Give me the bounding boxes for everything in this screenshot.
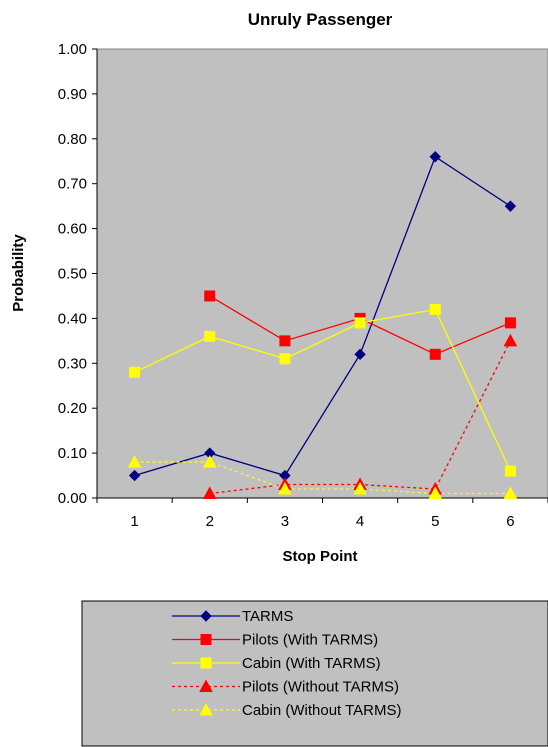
y-axis-title: Probability	[10, 234, 27, 312]
x-tick-label: 5	[431, 513, 439, 530]
y-tick-label: 1.00	[58, 41, 87, 58]
series-line-5	[134, 461, 511, 495]
data-point-series-3	[204, 330, 216, 342]
chart-title: Unruly Passenger	[248, 10, 393, 29]
data-point-series-5	[503, 486, 518, 500]
x-tick-label: 1	[130, 513, 138, 530]
legend-label-3: Cabin (With TARMS)	[242, 655, 381, 672]
data-point-series-5	[127, 455, 142, 468]
x-tick-label: 3	[281, 513, 289, 530]
x-tick-label: 2	[206, 513, 214, 530]
series-markers	[127, 151, 518, 500]
y-tick-label: 0.30	[58, 355, 87, 372]
x-tick-label: 4	[356, 513, 364, 530]
plot-area	[96, 48, 548, 499]
x-tick-label: 6	[506, 513, 514, 530]
x-axis-title: Stop Point	[283, 548, 358, 565]
data-point-series-1	[354, 348, 366, 361]
data-point-series-5	[278, 481, 292, 495]
legend-label-5: Cabin (Without TARMS)	[242, 702, 402, 719]
data-point-series-4	[202, 486, 217, 500]
data-point-series-3	[429, 303, 441, 315]
data-point-series-3	[279, 353, 291, 365]
data-point-series-2	[429, 348, 441, 360]
series-line-3	[134, 308, 512, 472]
y-tick-label: 0.70	[58, 176, 87, 193]
data-point-series-1	[504, 200, 517, 212]
data-point-series-5	[428, 486, 443, 500]
legend: TARMS Pilots (With TARMS) Cabin (With TARM…	[172, 608, 402, 719]
y-tick-label: 0.50	[58, 266, 87, 283]
y-tick-label: 0.40	[58, 310, 87, 327]
data-point-series-5	[353, 481, 367, 495]
data-point-series-2	[204, 290, 216, 302]
y-tick-label: 0.60	[58, 221, 87, 238]
data-point-series-3	[504, 465, 516, 477]
data-point-series-2	[279, 335, 291, 347]
data-point-series-5	[202, 455, 217, 468]
y-tick-label: 0.10	[58, 445, 87, 462]
legend-marker-3	[200, 657, 212, 669]
data-point-series-2	[504, 317, 516, 329]
data-point-series-1	[128, 469, 141, 482]
legend-marker-2	[200, 634, 212, 645]
data-point-series-3	[129, 366, 141, 378]
data-point-series-3	[354, 317, 366, 329]
legend-box	[81, 600, 548, 747]
legend-marker-1	[200, 610, 212, 622]
legend-label-1: TARMS	[242, 608, 293, 625]
legend-marker-4	[199, 679, 213, 692]
legend-label-2: Pilots (With TARMS)	[242, 632, 378, 649]
legend-label-4: Pilots (Without TARMS)	[242, 679, 399, 696]
series-line-1	[134, 155, 511, 477]
y-tick-label: 0.20	[58, 400, 87, 417]
legend-marker-5	[199, 702, 213, 716]
y-tick-label: 0.80	[58, 131, 87, 148]
y-tick-label: 0.90	[58, 86, 87, 103]
data-point-series-4	[503, 333, 518, 347]
axis-ticks: 0.00 0.10 0.20 0.30 0.40 0.50 0.60 0.70 0.80 0.90…	[58, 41, 548, 530]
y-tick-label: 0.00	[58, 490, 87, 507]
data-point-series-1	[429, 151, 441, 163]
